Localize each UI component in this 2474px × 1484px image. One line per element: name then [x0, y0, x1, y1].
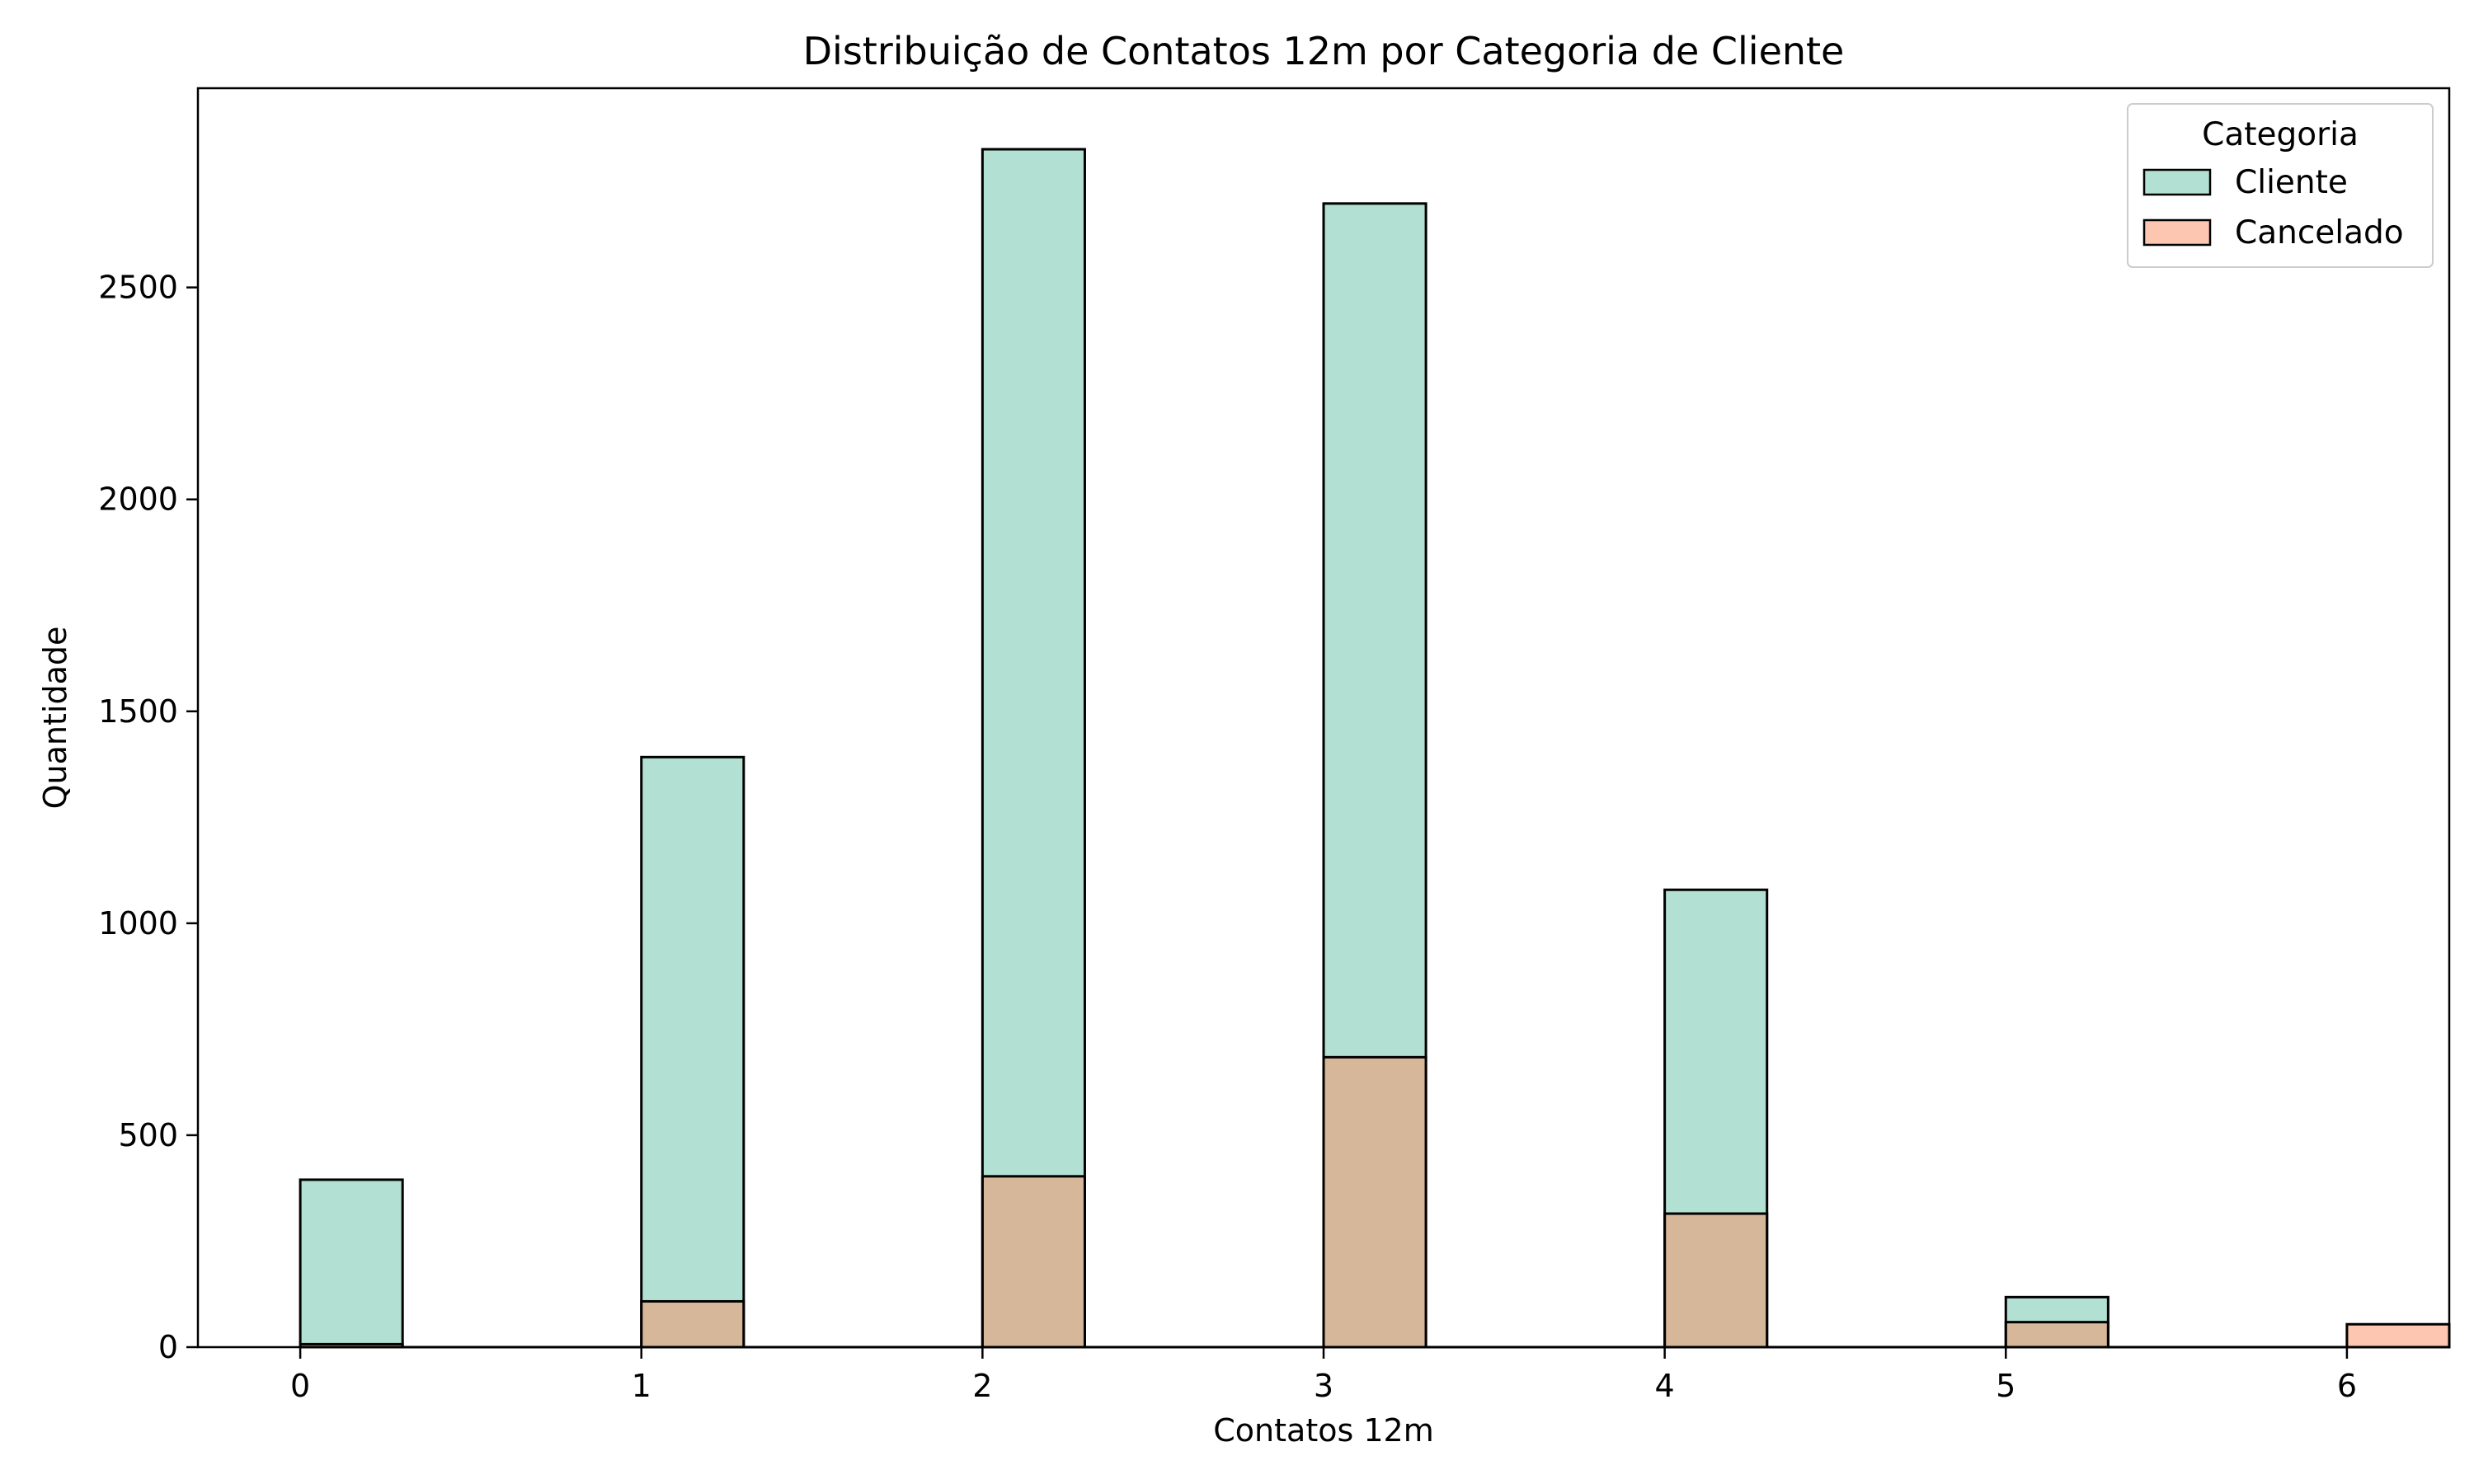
y-tick-label-1500: 1500: [98, 693, 178, 730]
y-tick-label-2000: 2000: [98, 481, 178, 518]
bar-cliente-2: [981, 148, 1086, 1349]
legend-title: Categoria: [2202, 116, 2359, 153]
x-axis: 0 1 2 3 4 5 6: [290, 1347, 2357, 1404]
y-axis-title: Quantidade: [37, 627, 73, 810]
x-tick-label-5: 5: [1996, 1368, 2015, 1404]
bar-cancelado-5: [2004, 1321, 2109, 1349]
plot-area: [299, 148, 2451, 1349]
y-axis: 0 500 1000 1500 2000 2500: [98, 270, 198, 1365]
x-tick-label-4: 4: [1655, 1368, 1675, 1404]
bar-cancelado-3: [1322, 1055, 1427, 1349]
legend-label-cancelado: Cancelado: [2235, 214, 2404, 251]
bar-cliente-1: [640, 755, 745, 1349]
plot-frame: [196, 87, 2451, 1349]
x-tick-label-2: 2: [972, 1368, 992, 1404]
legend-label-cliente: Cliente: [2235, 164, 2348, 201]
y-tick-label-2500: 2500: [98, 270, 178, 306]
x-tick-label-6: 6: [2337, 1368, 2357, 1404]
x-tick-label-3: 3: [1314, 1368, 1333, 1404]
y-tick-label-1000: 1000: [98, 905, 178, 942]
bar-cancelado-1: [640, 1299, 745, 1349]
bar-cancelado-6: [2345, 1322, 2451, 1349]
x-tick-label-1: 1: [632, 1368, 651, 1404]
bar-cliente-0: [299, 1178, 404, 1349]
legend: Categoria Cliente Cancelado: [2127, 103, 2434, 268]
bar-cancelado-2: [981, 1175, 1086, 1349]
legend-swatch-cancelado: [2142, 218, 2212, 247]
bar-cancelado-4: [1663, 1212, 1769, 1349]
x-tick-label-0: 0: [290, 1368, 310, 1404]
x-axis-title: Contatos 12m: [1213, 1412, 1433, 1449]
y-tick-label-0: 0: [158, 1329, 178, 1365]
y-tick-label-500: 500: [118, 1117, 178, 1153]
chart-title: Distribuição de Contatos 12m por Categor…: [803, 29, 1845, 73]
legend-swatch-cliente: [2142, 168, 2212, 196]
